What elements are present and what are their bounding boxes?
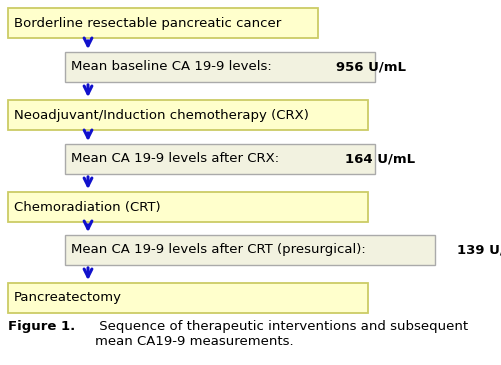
FancyBboxPatch shape — [65, 52, 375, 82]
Text: Sequence of therapeutic interventions and subsequent
mean CA19-9 measurements.: Sequence of therapeutic interventions an… — [95, 320, 468, 348]
Text: 164 U/mL: 164 U/mL — [345, 153, 415, 165]
FancyBboxPatch shape — [8, 192, 368, 222]
FancyBboxPatch shape — [65, 144, 375, 174]
Text: Mean baseline CA 19-9 levels:: Mean baseline CA 19-9 levels: — [71, 61, 276, 73]
Text: Chemoradiation (CRT): Chemoradiation (CRT) — [14, 200, 161, 214]
Text: Mean CA 19-9 levels after CRX:: Mean CA 19-9 levels after CRX: — [71, 153, 284, 165]
Text: Borderline resectable pancreatic cancer: Borderline resectable pancreatic cancer — [14, 16, 281, 30]
FancyBboxPatch shape — [8, 283, 368, 313]
Text: Pancreatectomy: Pancreatectomy — [14, 292, 122, 304]
Text: Neoadjuvant/Induction chemotherapy (CRX): Neoadjuvant/Induction chemotherapy (CRX) — [14, 108, 309, 122]
Text: Mean CA 19-9 levels after CRT (presurgical):: Mean CA 19-9 levels after CRT (presurgic… — [71, 243, 370, 257]
FancyBboxPatch shape — [8, 100, 368, 130]
Text: 956 U/mL: 956 U/mL — [336, 61, 405, 73]
Text: Figure 1.: Figure 1. — [8, 320, 75, 333]
FancyBboxPatch shape — [8, 8, 318, 38]
FancyBboxPatch shape — [65, 235, 435, 265]
Text: 139 U/mL: 139 U/mL — [457, 243, 501, 257]
